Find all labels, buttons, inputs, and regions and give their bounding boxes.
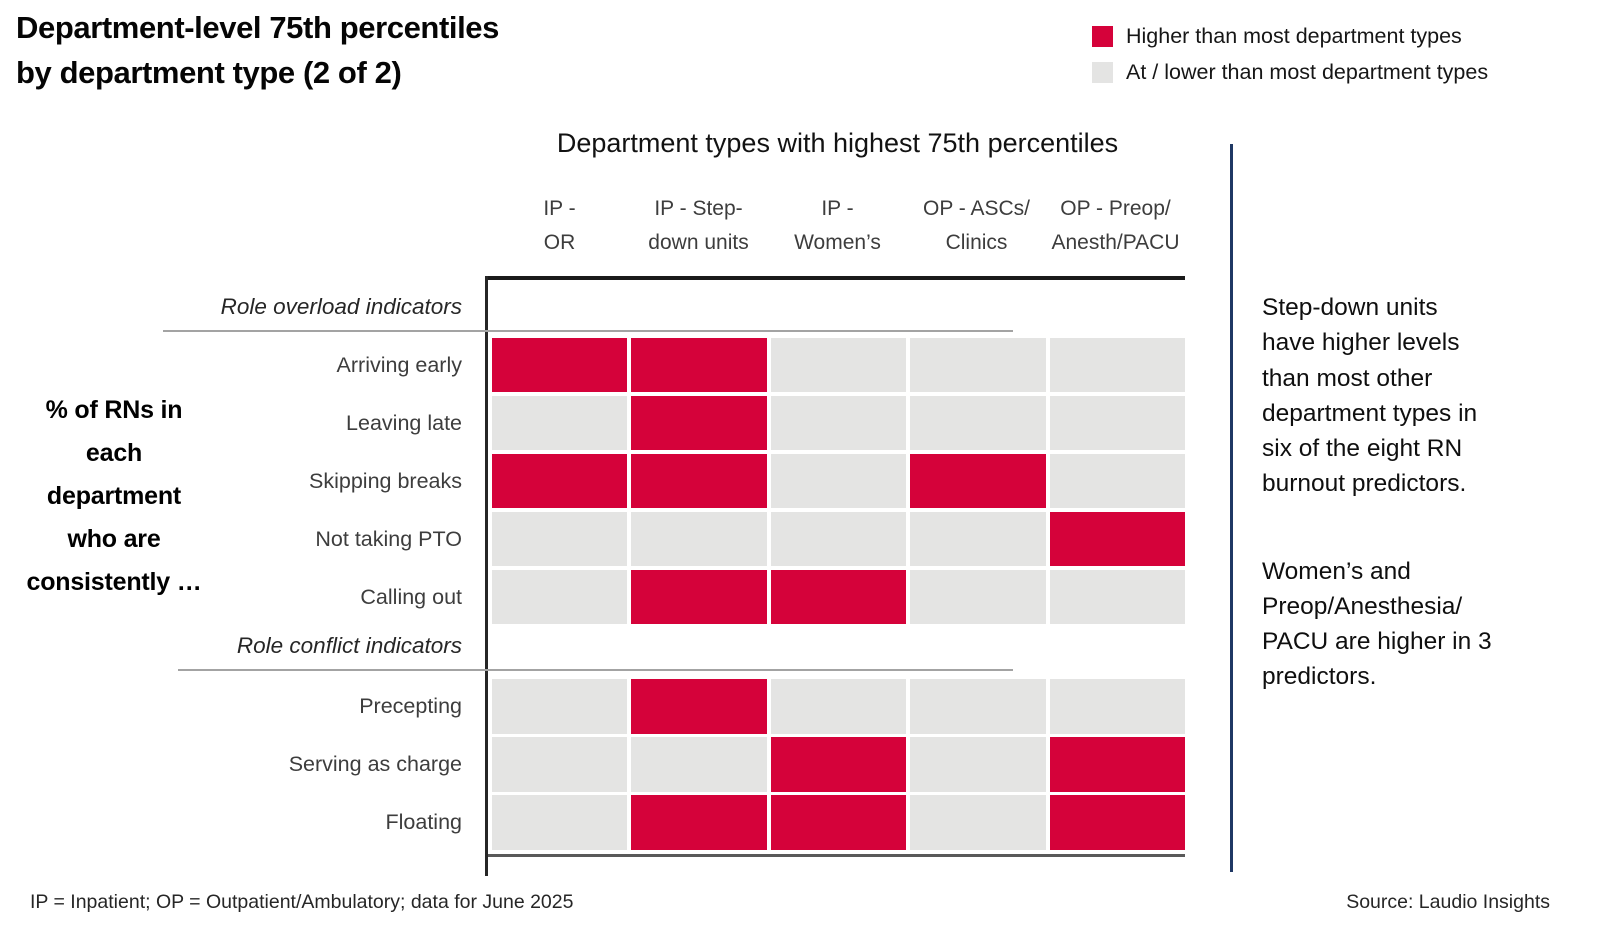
annotation-divider-line (1230, 144, 1233, 872)
matrix-cell-higher (770, 795, 907, 850)
matrix-cell-lower (910, 396, 1046, 450)
section-underline (178, 669, 1013, 671)
matrix-cell-higher (770, 570, 907, 624)
matrix-cell-lower (1049, 396, 1186, 450)
legend-label-higher: Higher than most department types (1126, 24, 1462, 48)
matrix-row-cells (492, 396, 1186, 450)
matrix-row: Floating (165, 795, 1186, 850)
legend-item-lower: At / lower than most department types (1092, 60, 1488, 85)
legend: Higher than most department types At / l… (1092, 24, 1488, 85)
matrix-cell-lower (770, 679, 907, 734)
matrix-row-cells (492, 570, 1186, 624)
matrix-cell-lower (910, 512, 1046, 566)
row-label: Skipping breaks (309, 468, 462, 493)
matrix-cell-higher (631, 679, 767, 734)
matrix-row: Calling out (165, 570, 1186, 624)
matrix-cell-lower (492, 512, 628, 566)
matrix-cell-lower (492, 396, 628, 450)
matrix-row-cells (492, 454, 1186, 508)
matrix-row: Leaving late (165, 396, 1186, 450)
matrix-cell-higher (631, 338, 767, 392)
section-label-role-conflict: Role conflict indicators (236, 633, 462, 658)
matrix-cell-higher (770, 737, 907, 792)
row-label: Precepting (359, 694, 462, 718)
row-label: Leaving late (346, 410, 462, 435)
matrix-row: Serving as charge (165, 737, 1186, 792)
matrix-cell-lower (492, 679, 628, 734)
row-axis-label: % of RNs in each department who are cons… (26, 396, 202, 596)
matrix-cell-lower (770, 396, 907, 450)
matrix-row-cells (492, 795, 1186, 850)
matrix-cell-higher (492, 454, 628, 508)
footnote: IP = Inpatient; OP = Outpatient/Ambulato… (30, 891, 574, 913)
matrix-cell-lower (631, 737, 767, 792)
matrix-row-cells (492, 737, 1186, 792)
matrix-cell-lower (770, 512, 907, 566)
matrix-cell-lower (1049, 454, 1186, 508)
annotation: Step-down units have higher levels than … (1262, 290, 1587, 695)
column-header: IP - Women’s (794, 197, 881, 255)
column-header: IP - OR (543, 197, 576, 255)
matrix-row-cells (492, 679, 1186, 734)
matrix-cell-lower (492, 795, 628, 850)
matrix-cell-lower (770, 338, 907, 392)
matrix-row: Not taking PTO (165, 512, 1186, 566)
row-label: Serving as charge (288, 752, 462, 776)
matrix-cell-lower (910, 795, 1046, 850)
chart-title: Department types with highest 75th perce… (556, 128, 1119, 158)
annotation-paragraph-2: Women’s and Preop/Anesthesia/ PACU are h… (1262, 557, 1492, 691)
matrix-cell-lower (1049, 338, 1186, 392)
matrix-row: Precepting (165, 679, 1186, 734)
matrix-cell-lower (910, 679, 1046, 734)
matrix-cell-lower (910, 338, 1046, 392)
matrix-cell-higher (631, 795, 767, 850)
axis-top-line (485, 276, 1185, 280)
matrix-cell-higher (631, 570, 767, 624)
matrix-cell-lower (910, 737, 1046, 792)
column-header: OP - ASCs/ Clinics (923, 197, 1030, 255)
matrix-cell-lower (492, 737, 628, 792)
legend-swatch-gray (1092, 62, 1113, 83)
section-underline (163, 330, 1013, 332)
matrix-cell-lower (1049, 679, 1186, 734)
annotation-paragraph-1: Step-down units have higher levels than … (1262, 294, 1478, 498)
matrix-cell-higher (631, 454, 767, 508)
matrix-cell-higher (1049, 795, 1186, 850)
matrix-row-cells (492, 338, 1186, 392)
row-label: Calling out (360, 584, 462, 609)
matrix-section-role-conflict: Precepting Serving as charge Floating (165, 679, 1186, 853)
matrix-row-cells (492, 512, 1186, 566)
legend-item-higher: Higher than most department types (1092, 24, 1488, 49)
matrix-cell-higher (1049, 737, 1186, 792)
row-label: Floating (385, 810, 463, 834)
page-title: Department-level 75th percentiles by dep… (16, 10, 499, 90)
matrix-row: Arriving early (165, 338, 1186, 392)
section-label-role-overload: Role overload indicators (220, 294, 462, 319)
matrix-cell-lower (631, 512, 767, 566)
matrix-cell-lower (492, 570, 628, 624)
column-header: IP - Step- down units (648, 197, 749, 255)
matrix-cell-higher (492, 338, 628, 392)
row-label: Arriving early (336, 352, 462, 377)
source-credit: Source: Laudio Insights (1346, 891, 1550, 913)
matrix-section-role-overload: Arriving early Leaving late Skipping break… (165, 338, 1186, 628)
column-header: OP - Preop/ Anesth/PACU (1051, 197, 1180, 255)
matrix-cell-higher (631, 396, 767, 450)
row-label: Not taking PTO (315, 526, 462, 551)
matrix-cell-lower (1049, 570, 1186, 624)
legend-label-lower: At / lower than most department types (1126, 60, 1489, 84)
matrix-cell-higher (1049, 512, 1186, 566)
matrix-cell-lower (770, 454, 907, 508)
matrix-row: Skipping breaks (165, 454, 1186, 508)
legend-swatch-red (1092, 26, 1113, 47)
matrix-cell-higher (910, 454, 1046, 508)
axis-bottom-line (488, 854, 1185, 857)
matrix-cell-lower (910, 570, 1046, 624)
axis-left-line (485, 276, 488, 876)
column-headers: IP - OR IP - Step- down units IP - Women’s… (490, 192, 1185, 260)
